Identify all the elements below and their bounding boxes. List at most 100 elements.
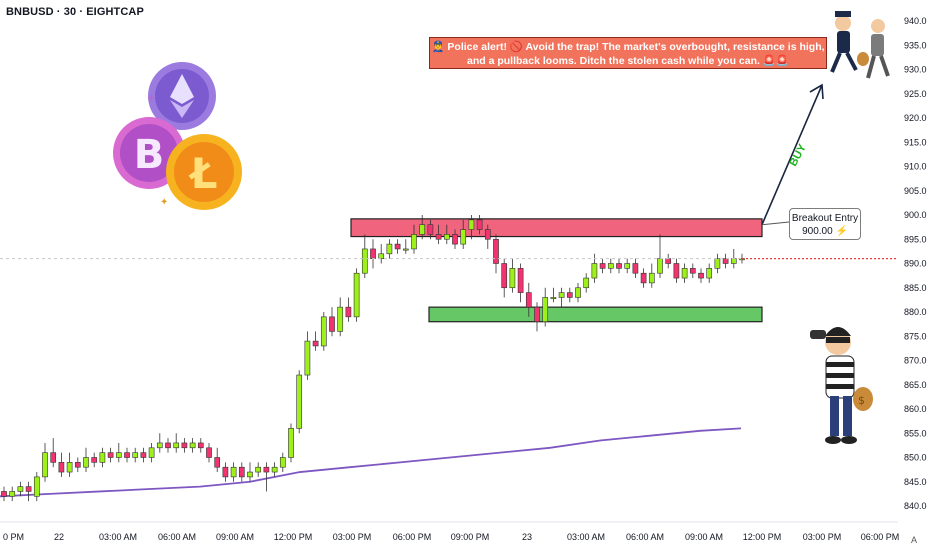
candle-body (722, 258, 729, 264)
candle-body (271, 466, 278, 473)
candle-body (460, 229, 467, 245)
svg-text:B: B (134, 132, 165, 178)
candle-body (353, 272, 360, 318)
candle-body (706, 268, 713, 279)
svg-text:Ł: Ł (189, 149, 218, 198)
candle-body (443, 234, 450, 240)
candle-body (25, 486, 32, 492)
candle-body (156, 442, 163, 449)
buy-arrow: BUY (761, 83, 824, 226)
candle-body (50, 452, 57, 463)
candle-body (673, 263, 680, 279)
candle-body (394, 243, 401, 250)
candle-body (9, 491, 16, 497)
chart-title: BNBUSD · 30 · EIGHTCAP (6, 6, 144, 18)
candle-body (197, 442, 204, 449)
candle-body (714, 258, 721, 269)
y-tick-label: 940.0 (904, 16, 927, 26)
x-tick-label: 03:00 AM (99, 532, 137, 542)
y-tick-label: 910.0 (904, 162, 927, 172)
candle-body (681, 268, 688, 279)
candle-body (730, 258, 737, 264)
y-axis: 840.0 845.0 850.0 855.0 860.0 865.0 870.0 875.0… (904, 16, 927, 511)
candle-body (42, 452, 48, 478)
candle-body (107, 452, 114, 458)
svg-text:✦: ✦ (160, 197, 168, 208)
x-tick-label: 06:00 AM (626, 532, 664, 542)
candle-body (648, 272, 655, 284)
y-tick-label: 930.0 (904, 65, 927, 75)
candle-body (1, 491, 7, 497)
candle-body (255, 466, 262, 473)
candle-body (632, 263, 639, 274)
candle-body (386, 243, 393, 255)
candle-body (468, 219, 475, 230)
y-tick-label: 880.0 (904, 307, 927, 317)
candle-body (345, 306, 352, 318)
candle-body (304, 340, 311, 376)
candle-body (91, 457, 98, 463)
candle-body (189, 442, 196, 449)
candle-body (542, 297, 549, 323)
y-tick-label: 855.0 (904, 428, 927, 438)
candle-body (173, 442, 180, 449)
x-tick-label: 06:00 PM (861, 532, 900, 542)
candle-body (550, 297, 557, 299)
x-tick-label: 12:00 PM (743, 532, 782, 542)
breakout-entry-label: Breakout Entry 900.00 ⚡ (789, 208, 861, 240)
auto-scale-button[interactable]: A (911, 535, 918, 545)
entry-label-price: 900.00 ⚡ (802, 226, 848, 237)
candle-body (378, 253, 385, 259)
breakout-arrow-line (761, 84, 823, 226)
candle-body (657, 258, 663, 274)
y-tick-label: 870.0 (904, 356, 927, 366)
candle-body (181, 442, 188, 449)
breakout-arrow-head (809, 83, 824, 100)
y-tick-label: 920.0 (904, 113, 927, 123)
x-axis: 0 PM 22 03:00 AM 06:00 AM 09:00 AM 12:00 PM 03… (3, 532, 899, 542)
candle-body (214, 457, 221, 468)
alert-line-2: and a pullback looms. Ditch the stolen c… (467, 55, 789, 67)
x-tick-label: 09:00 AM (685, 532, 723, 542)
candle-body (312, 340, 319, 347)
candle-body (452, 234, 458, 245)
money-bag-icon (853, 387, 873, 411)
binoculars-icon (810, 330, 826, 339)
candle-body (411, 234, 417, 250)
candle-body (140, 452, 147, 458)
candle-body (427, 224, 434, 235)
candle-body (99, 452, 106, 463)
candle-body (493, 238, 499, 264)
y-tick-label: 915.0 (904, 137, 927, 147)
candle-body (689, 268, 696, 274)
candle-body (640, 272, 647, 284)
y-tick-label: 850.0 (904, 453, 927, 463)
moving-average (0, 427, 742, 498)
entry-label-title: Breakout Entry (791, 213, 859, 224)
y-tick-label: 905.0 (904, 186, 927, 196)
x-tick-label: 03:00 AM (567, 532, 605, 542)
candle-body (361, 248, 368, 274)
candle-body (206, 447, 212, 458)
candle-body (698, 272, 704, 279)
x-tick-label: 22 (54, 532, 64, 542)
candle-body (616, 263, 622, 269)
candle-body (583, 277, 590, 289)
x-tick-label: 03:00 PM (803, 532, 842, 542)
police-alert-annotation: 👮‍♂️ Police alert! 🚫 Avoid the trap! The… (429, 37, 827, 69)
x-tick-label: 09:00 AM (216, 532, 254, 542)
candle-body (165, 442, 171, 449)
candle-body (435, 234, 442, 240)
candle-body (509, 268, 516, 289)
candle-body (591, 263, 598, 279)
candle-body (288, 428, 294, 458)
candle-body (115, 452, 122, 458)
candle-body (66, 462, 73, 473)
y-tick-label: 890.0 (904, 259, 927, 269)
candle-body (476, 219, 483, 230)
x-tick-label: 12:00 PM (274, 532, 313, 542)
candle-body (124, 452, 130, 458)
candle-body (263, 466, 270, 473)
support-zone (428, 306, 763, 323)
